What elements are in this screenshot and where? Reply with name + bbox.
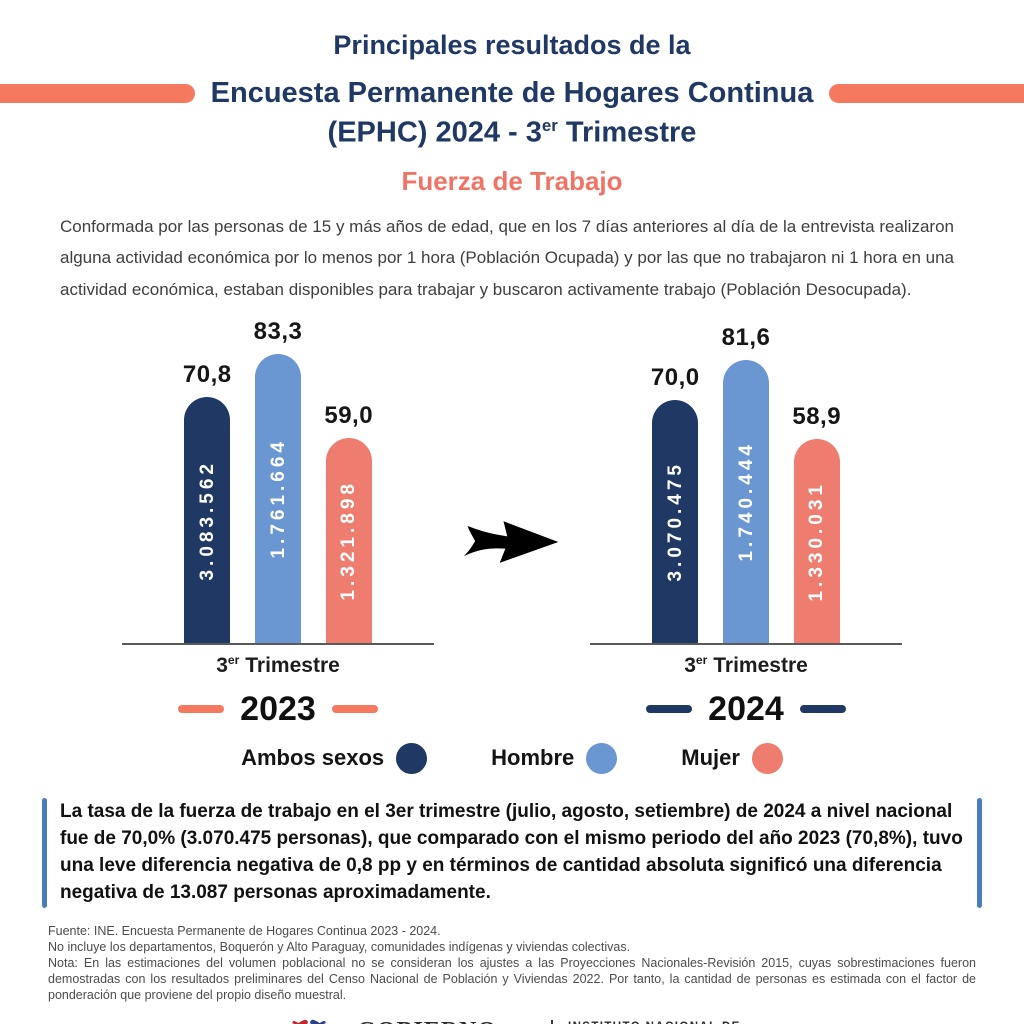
year-label: 2023 [240,689,316,728]
title-line3-sup: er [541,116,558,135]
ine-logo: INSTITUTO NACIONAL DE ESTADÍSTICA PARAGU… [568,1021,748,1024]
legend-label: Hombre [491,745,575,771]
bar-group-ambos-sexos: 70,0 3.070.475 [651,364,700,643]
page-title-line3: (EPHC) 2024 - 3er Trimestre [0,116,1024,150]
ine-line1: INSTITUTO NACIONAL DE [568,1021,748,1024]
bar-group-mujer: 59,0 1.321.898 [324,402,373,643]
legend-swatch-icon [751,742,783,774]
year-label-row: 2023 [122,690,434,729]
intro-paragraph: Conformada por las personas de 15 y más … [60,216,955,299]
footnotes: Fuente: INE. Encuesta Permanente de Hoga… [48,923,976,1003]
page-title-line2: Encuesta Permanente de Hogares Continua [210,77,814,109]
paraguay-coat-of-arms-icon [276,1015,342,1024]
bar-inner-label: 1.740.444 [735,441,757,562]
bar-value-label: 59,0 [324,401,374,429]
bar-inner-label: 3.083.562 [196,459,218,581]
summary-right-rule [977,797,982,908]
bar-group-ambos-sexos: 70,8 3.083.562 [183,361,232,643]
legend-swatch-icon [586,742,618,774]
year-dash [178,705,225,714]
bar-value-label: 83,3 [253,317,303,345]
gobierno-del-paraguay-logo: GOBIERNO DEL PARAGUAY [357,1019,536,1024]
accent-pill-left [0,84,195,103]
year-dash [331,705,378,714]
legend-item-mujer: Mujer [681,742,783,774]
charts-row: 70,8 3.083.562 83,3 1.761.664 59,0 1.321.898 3… [0,311,1024,729]
footer-divider [550,1020,553,1024]
footnote-line-1: Fuente: INE. Encuesta Permanente de Hoga… [48,923,441,938]
footnote-line-3: Nota: En las estimaciones del volumen po… [48,955,976,1002]
x-axis-label: 3er Trimestre [216,652,340,677]
chart-legend: Ambos sexos Hombre Mujer [0,742,1024,774]
bar: 3.070.475 [652,399,699,643]
bar-value-label: 58,9 [792,402,842,430]
bar-inner-label: 1.321.898 [338,480,360,601]
year-label-row: 2024 [590,690,902,729]
legend-item-hombre: Hombre [491,742,618,774]
chart-plot: 70,8 3.083.562 83,3 1.761.664 59,0 1.321.898 [122,311,434,645]
summary-text: La tasa de la fuerza de trabajo en el 3e… [60,800,963,903]
chart-plot: 70,0 3.070.475 81,6 1.740.444 58,9 1.330.031 [590,311,902,645]
year-dash [646,705,693,714]
bar-value-label: 70,0 [650,363,700,391]
summary-callout: La tasa de la fuerza de trabajo en el 3e… [42,796,982,910]
bar-value-label: 81,6 [721,323,771,351]
year-dash [799,705,846,714]
bar-value-label: 70,8 [182,360,232,388]
summary-left-rule [42,797,47,908]
bar-inner-label: 3.070.475 [664,461,686,582]
page-title-line1: Principales resultados de la [333,30,691,60]
legend-label: Ambos sexos [241,745,385,771]
bar: 1.321.898 [325,437,372,643]
year-label: 2024 [708,689,784,728]
footer-logos: GOBIERNO DEL PARAGUAY INSTITUTO NACIONAL… [0,1015,1024,1024]
title-line3-post: Trimestre [557,116,697,149]
title-line3-pre: (EPHC) 2024 - 3 [327,116,542,149]
bar: 1.330.031 [793,438,840,643]
arrow-right-icon [460,512,564,579]
bar: 1.761.664 [255,353,301,643]
footnote-line-2: No incluye los departamentos, Boquerón y… [48,939,631,954]
bar: 3.083.562 [184,396,231,643]
accent-pill-right [829,84,1024,103]
legend-label: Mujer [681,745,740,771]
bar-group-hombre: 83,3 1.761.664 [254,318,303,643]
legend-swatch-icon [396,742,428,774]
bar-group-hombre: 81,6 1.740.444 [722,324,771,643]
bar: 1.740.444 [723,359,769,643]
bar-inner-label: 1.330.031 [806,480,828,602]
chart-2023: 70,8 3.083.562 83,3 1.761.664 59,0 1.321.898 3… [122,311,434,729]
chart-2024: 70,0 3.070.475 81,6 1.740.444 58,9 1.330.031 3… [590,311,902,729]
title-banner-row: Encuesta Permanente de Hogares Continua [0,77,1024,110]
section-subtitle: Fuerza de Trabajo [401,165,623,196]
x-axis-label: 3er Trimestre [684,652,808,677]
bar-inner-label: 1.761.664 [267,438,289,559]
gov-word-gobierno: GOBIERNO [357,1018,497,1024]
bar-group-mujer: 58,9 1.330.031 [792,403,841,643]
legend-item-ambos-sexos: Ambos sexos [241,742,428,774]
